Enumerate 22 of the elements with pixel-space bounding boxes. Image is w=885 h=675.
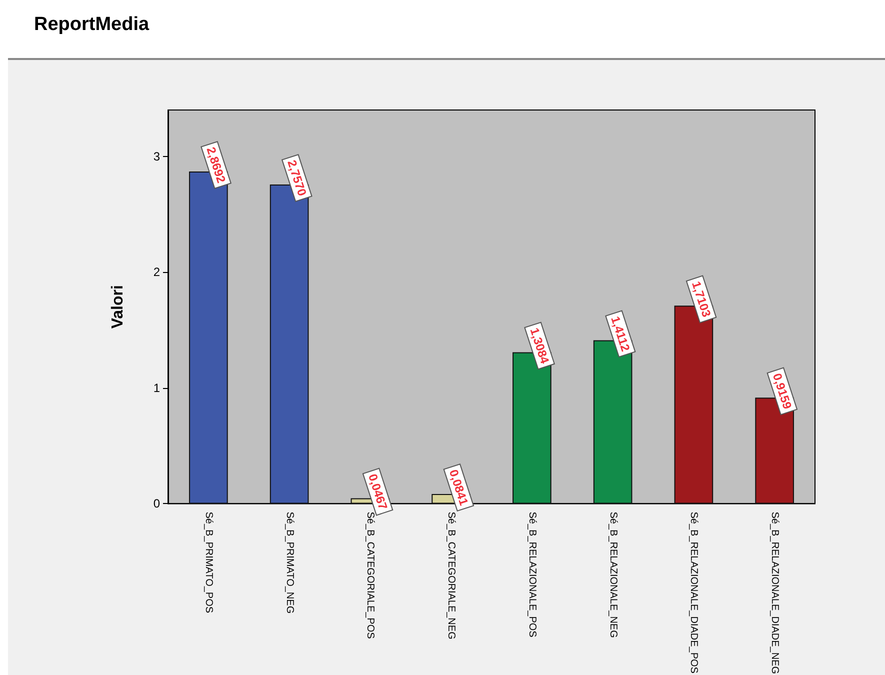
x-tick-label: Sé_B_PRIMATO_NEG [284, 512, 295, 614]
x-tick-label: Sé_B_RELAZIONALE_NEG [607, 512, 618, 638]
x-tick-label: Sé_B_PRIMATO_POS [202, 512, 214, 614]
y-tick-label: 3 [153, 149, 160, 164]
data-label: 2,8692 [204, 145, 228, 185]
x-tick-label: Sé_B_CATEGORIALE_NEG [446, 512, 457, 640]
data-label: 0,9159 [770, 372, 795, 412]
y-tick-label: 2 [153, 265, 160, 280]
x-tick-label: Sé_B_RELAZIONALE_DIADE_POS [688, 512, 700, 674]
data-label: 2,7570 [284, 158, 310, 198]
data-label: 0,0467 [365, 472, 390, 512]
x-tick-label: Sé_B_RELAZIONALE_POS [526, 512, 538, 638]
y-axis-title: Valori [110, 285, 126, 329]
data-label: 1,4112 [608, 314, 633, 354]
data-label: 1,3084 [527, 326, 552, 366]
y-tick-label: 0 [153, 496, 160, 511]
x-tick-label: Sé_B_RELAZIONALE_DIADE_NEG [769, 512, 780, 674]
y-tick-label: 1 [153, 380, 160, 395]
data-label: 1,7103 [688, 280, 714, 320]
chart-title: ReportMedia [34, 14, 150, 36]
data-label: 0,0841 [446, 468, 472, 508]
x-tick-label: Sé_B_CATEGORIALE_POS [364, 512, 376, 640]
